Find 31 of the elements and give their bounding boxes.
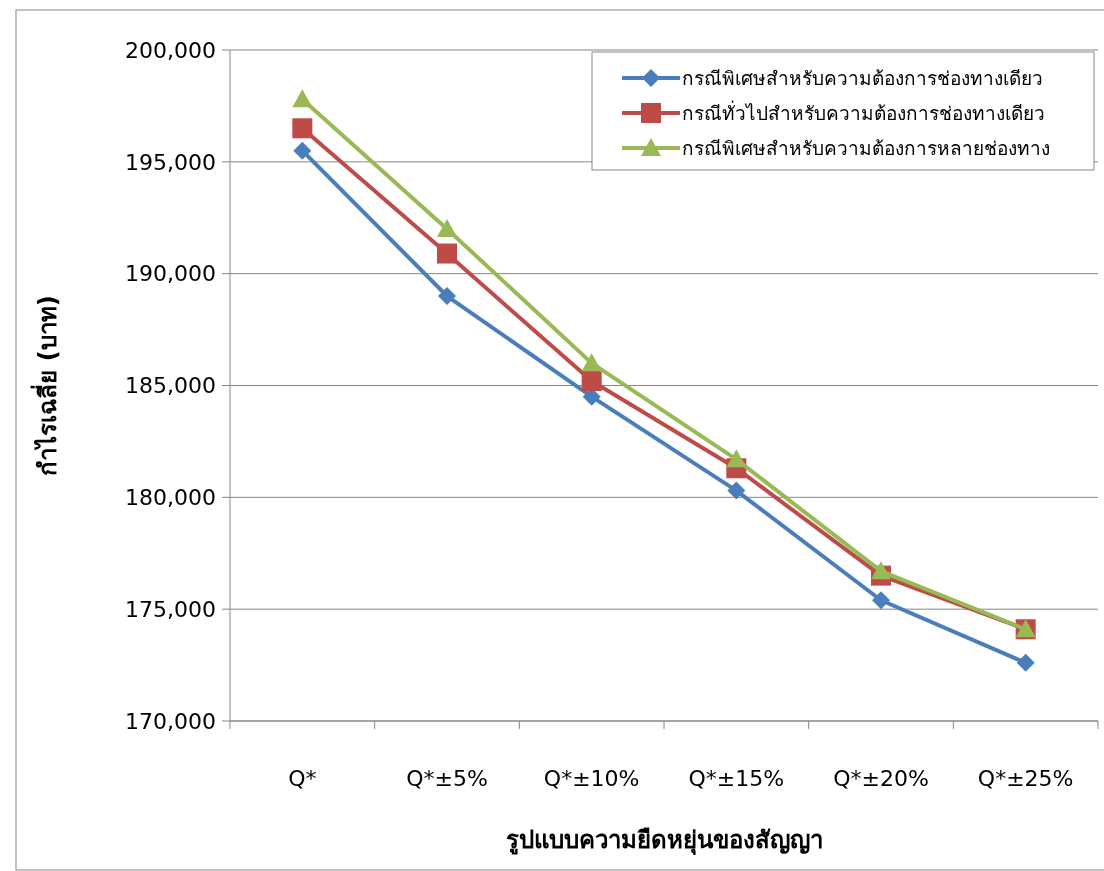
y-tick-label: 200,000 <box>125 37 216 63</box>
point <box>872 591 890 610</box>
legend-label: กรณีพิเศษสำหรับความต้องการหลายช่องทาง <box>682 136 1050 159</box>
x-tick-label: Q* <box>288 766 317 791</box>
y-tick-label: 170,000 <box>125 708 216 734</box>
point <box>727 481 746 500</box>
y-axis-title: กำไรเฉลี่ย (บาท) <box>30 295 62 476</box>
point <box>726 449 747 468</box>
point <box>437 218 457 237</box>
point <box>292 89 313 108</box>
point <box>438 287 456 306</box>
legend-label: กรณีพิเศษสำหรับความต้องการช่องทางเดียว <box>682 66 1043 89</box>
legend-label: กรณีทั่วไปสำหรับความต้องการช่องทางเดียว <box>682 99 1045 124</box>
y-tick-label: 175,000 <box>125 596 216 622</box>
point <box>1016 653 1035 672</box>
point <box>293 141 312 160</box>
x-tick-label: Q*±25% <box>977 766 1074 791</box>
x-tick-label: Q*±10% <box>543 766 640 791</box>
x-tick-label: Q*±15% <box>688 766 785 791</box>
point <box>292 118 313 139</box>
point <box>437 243 457 264</box>
x-tick-label: Q*±20% <box>833 766 929 791</box>
x-axis-title: รูปแบบความยืดหยุ่นของสัญญา <box>505 826 823 856</box>
y-tick-label: 185,000 <box>125 373 216 399</box>
y-tick-label: 180,000 <box>125 485 216 511</box>
point <box>581 371 602 392</box>
x-tick-label: Q*±5% <box>406 766 488 791</box>
point <box>581 353 602 372</box>
y-tick-label: 195,000 <box>125 149 216 175</box>
point <box>871 561 891 580</box>
y-tick-label: 190,000 <box>125 261 216 287</box>
